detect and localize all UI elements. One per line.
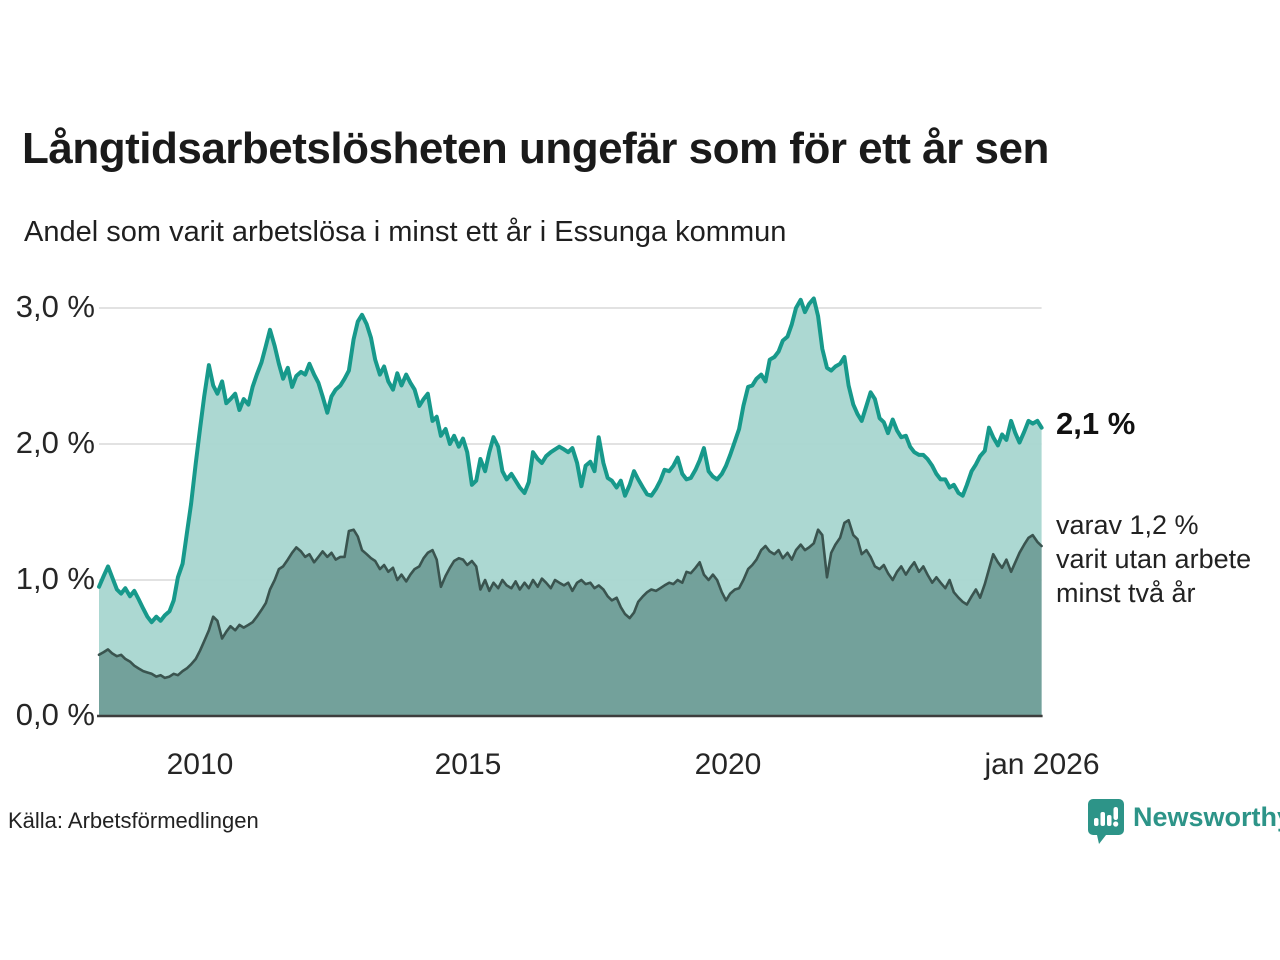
page-title: Långtidsarbetslösheten ungefär som för e… — [22, 124, 1049, 173]
y-tick-0pct: 0,0 % — [15, 697, 95, 732]
area-unemployed-min-two-years — [99, 520, 1042, 716]
y-tick-1pct: 1,0 % — [15, 561, 95, 596]
y-tick-3pct: 3,0 % — [15, 289, 95, 324]
end-label-two-years: varav 1,2 % varit utan arbete minst två … — [1056, 510, 1252, 608]
source-text: Källa: Arbetsförmedlingen — [8, 808, 259, 833]
newsworthy-brand: Newsworthy — [1087, 798, 1280, 846]
page-subtitle: Andel som varit arbetslösa i minst ett å… — [24, 216, 787, 248]
line-unemployed-min-one-year — [97, 296, 1044, 625]
end-label-one-year: 2,1 % — [1056, 406, 1136, 441]
y-tick-2pct: 2,0 % — [15, 425, 95, 460]
x-tick-2020: 2020 — [694, 748, 762, 781]
x-tick-jan-2026: jan 2026 — [984, 748, 1100, 781]
line-unemployed-min-two-years — [97, 518, 1043, 680]
newsworthy-logo-icon — [1088, 799, 1124, 844]
newsworthy-wordmark: Newsworthy — [1133, 802, 1280, 832]
x-tick-2015: 2015 — [434, 748, 502, 781]
x-tick-2010: 2010 — [166, 748, 234, 781]
